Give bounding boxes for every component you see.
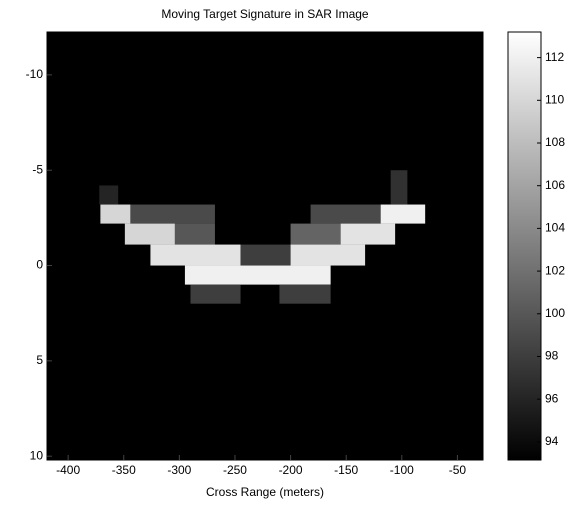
colorbar-tick-label: 108 bbox=[545, 135, 565, 149]
image-patch bbox=[184, 265, 331, 285]
x-tick-label: -150 bbox=[334, 463, 358, 477]
colorbar-tick-label: 100 bbox=[545, 306, 565, 320]
colorbar-tick-label: 96 bbox=[545, 391, 559, 405]
image-patch bbox=[124, 223, 175, 245]
image-patch bbox=[380, 204, 426, 224]
image-patch bbox=[290, 244, 366, 266]
image-patch bbox=[290, 223, 341, 245]
image-patch bbox=[100, 204, 131, 224]
x-tick-label: -250 bbox=[223, 463, 247, 477]
axes-frame bbox=[46, 31, 484, 461]
y-tick-label: -5 bbox=[32, 162, 43, 176]
x-tick-label: -400 bbox=[56, 463, 80, 477]
x-tick-label: -300 bbox=[167, 463, 191, 477]
y-tick-label: 5 bbox=[36, 353, 43, 367]
image-patch bbox=[310, 204, 381, 224]
colorbar-tick-label: 112 bbox=[545, 50, 564, 64]
image-patch bbox=[150, 244, 241, 266]
colorbar-tick-label: 106 bbox=[545, 178, 565, 192]
colorbar bbox=[507, 31, 542, 461]
colorbar-tick-label: 104 bbox=[545, 221, 565, 235]
x-axis-label: Cross Range (meters) bbox=[206, 485, 324, 499]
image-patch bbox=[130, 204, 215, 224]
colorbar-tick-label: 94 bbox=[545, 434, 559, 448]
x-tick-label: -50 bbox=[449, 463, 467, 477]
image-patch bbox=[340, 223, 396, 245]
image-patch bbox=[240, 244, 291, 266]
y-tick-label: 10 bbox=[30, 448, 44, 462]
image-patch bbox=[174, 223, 215, 245]
chart-title: Moving Target Signature in SAR Image bbox=[161, 7, 369, 21]
x-tick-label: -100 bbox=[390, 463, 414, 477]
colorbar-tick-label: 102 bbox=[545, 263, 565, 277]
colorbar-tick-label: 110 bbox=[545, 92, 564, 106]
x-tick-label: -200 bbox=[279, 463, 303, 477]
x-tick-label: -350 bbox=[112, 463, 136, 477]
image-patch bbox=[99, 185, 119, 205]
colorbar-tick-label: 98 bbox=[545, 349, 559, 363]
y-tick-label: 0 bbox=[36, 258, 43, 272]
y-tick-label: -10 bbox=[26, 67, 44, 81]
image-patch bbox=[390, 170, 408, 205]
image-patch bbox=[190, 284, 241, 304]
image-patch bbox=[279, 284, 331, 304]
